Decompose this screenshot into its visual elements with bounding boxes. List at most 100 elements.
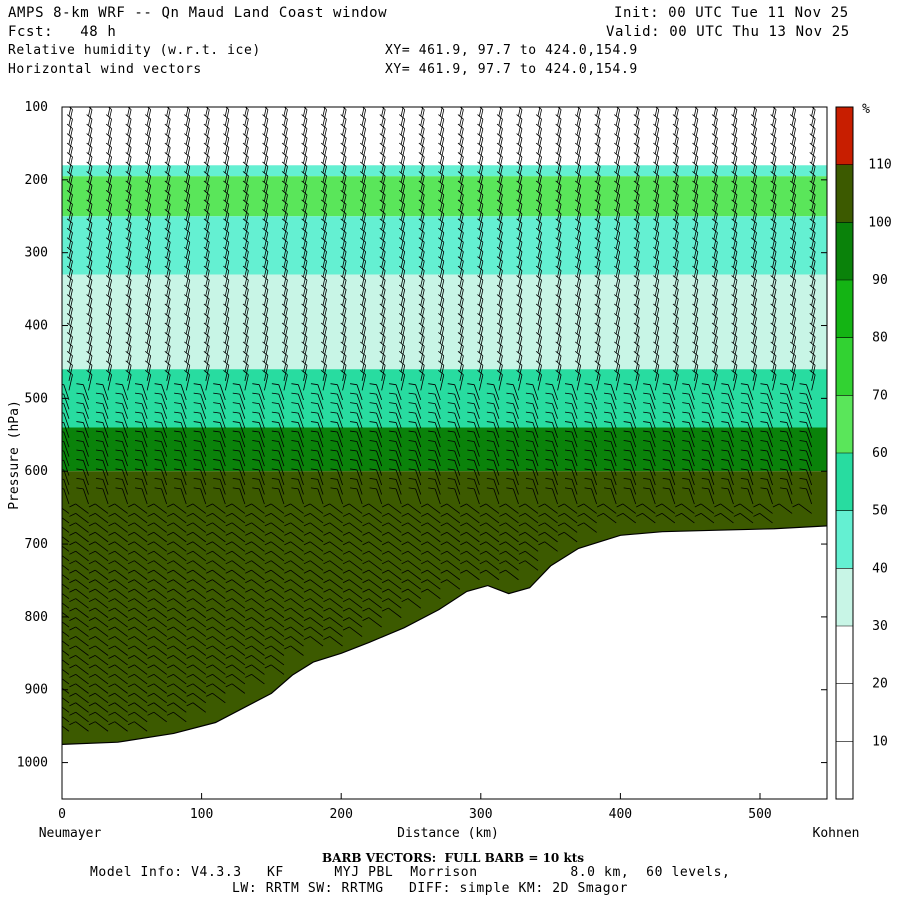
wind-barb-feather — [672, 142, 679, 148]
wind-barb-feather — [66, 180, 73, 186]
wind-barb-feather — [330, 440, 338, 442]
wind-barb-feather — [164, 351, 171, 357]
wind-barb — [219, 403, 226, 419]
wind-barb-feather — [381, 560, 389, 565]
wind-barb-feather — [186, 617, 194, 621]
wind-barb-feather — [86, 171, 93, 177]
wind-barb-feather — [340, 161, 347, 167]
wind-barb — [192, 636, 207, 647]
wind-barb — [642, 513, 656, 524]
wind-barb — [752, 374, 757, 391]
wind-barb-feather — [478, 96, 483, 100]
wind-barb — [200, 431, 207, 448]
wind-barb-feather — [67, 96, 72, 100]
wind-barb-feather — [281, 227, 288, 234]
wind-barb — [669, 412, 676, 429]
wind-barb — [153, 664, 167, 675]
wind-barb-feather — [223, 294, 230, 300]
wind-barb-feather — [614, 133, 620, 139]
wind-barb-feather — [303, 617, 311, 621]
wind-barb-feather — [789, 341, 796, 347]
wind-barb-feather — [164, 265, 171, 271]
wind-barb-feather — [477, 284, 484, 290]
wind-barb — [212, 522, 226, 533]
wind-barb — [591, 479, 598, 495]
wind-barb — [747, 441, 754, 457]
wind-barb-feather — [242, 237, 249, 243]
wind-barb-feather — [731, 265, 738, 271]
wind-barb-feather — [447, 430, 455, 433]
wind-barb — [192, 702, 207, 713]
wind-barb-feather — [399, 208, 405, 215]
wind-barb — [212, 645, 226, 656]
wind-barb-feather — [653, 133, 660, 139]
wind-barb-feather — [320, 199, 327, 205]
wind-barb — [591, 488, 598, 505]
wind-barb — [610, 431, 617, 448]
wind-barb — [309, 503, 324, 514]
wind-barb-feather — [369, 440, 377, 442]
wind-barb-feather — [789, 246, 796, 252]
wind-barb — [219, 469, 226, 486]
wind-barb — [512, 412, 519, 429]
wind-barb — [192, 626, 207, 637]
wind-barb-feather — [636, 503, 643, 508]
wind-barb — [376, 394, 383, 410]
wind-barb-feather — [184, 369, 191, 376]
wind-barb-feather — [164, 360, 171, 366]
wind-barb-feather — [147, 522, 155, 527]
wind-barb-feather — [88, 569, 96, 574]
wind-barb-feather — [223, 190, 230, 196]
wind-barb-feather — [184, 275, 191, 281]
wind-barb-feather — [301, 284, 308, 290]
wind-barb-feather — [418, 180, 425, 186]
wind-barb — [251, 550, 265, 562]
wind-barb-feather — [88, 711, 96, 716]
wind-barb — [649, 479, 656, 495]
wind-barb-feather — [614, 152, 620, 158]
wind-barb-feather — [262, 237, 269, 243]
wind-barb-feather — [789, 332, 796, 338]
wind-barb-feather — [86, 369, 93, 376]
wind-barb-feather — [389, 421, 397, 423]
wind-barb-feather — [770, 152, 777, 158]
wind-barb — [95, 683, 109, 694]
wind-barb-feather — [525, 402, 533, 405]
wind-barb-feather — [340, 360, 347, 366]
wind-barb-feather — [76, 383, 84, 386]
wind-barb — [75, 560, 89, 571]
y-tick-label: 800 — [25, 610, 48, 625]
wind-barb-feather — [711, 341, 718, 347]
wind-barb-feather — [88, 626, 96, 631]
wind-barb — [122, 403, 128, 419]
wind-barb-feather — [399, 142, 405, 148]
wind-barb — [219, 479, 226, 495]
wind-barb-feather — [379, 360, 386, 366]
wind-barb-feather — [320, 190, 327, 196]
wind-barb — [114, 541, 128, 552]
wind-barb-feather — [69, 512, 76, 517]
wind-barb-feather — [242, 341, 249, 347]
wind-barb-feather — [564, 430, 573, 433]
wind-barb — [192, 692, 207, 704]
wind-barb — [102, 469, 109, 486]
wind-barb — [231, 579, 246, 590]
wind-barb-feather — [320, 313, 327, 319]
wind-barb-feather — [770, 142, 777, 148]
wind-barb — [407, 588, 422, 600]
wind-barb-feather — [564, 449, 573, 452]
wind-barb — [454, 441, 461, 457]
wind-barb-feather — [653, 246, 660, 252]
wind-barb-feather — [174, 383, 182, 386]
wind-barb — [630, 412, 637, 429]
wind-barb-feather — [88, 673, 96, 678]
wind-barb-feather — [770, 218, 777, 224]
wind-barb-feather — [477, 237, 484, 243]
wind-barb-feather — [633, 152, 640, 158]
wind-barb-feather — [574, 275, 581, 281]
wind-barb-feather — [604, 468, 612, 471]
wind-barb-feather — [380, 96, 385, 100]
wind-barb-feather — [721, 402, 729, 405]
plot-frame — [61, 106, 828, 800]
wind-barb-feather — [341, 96, 346, 100]
